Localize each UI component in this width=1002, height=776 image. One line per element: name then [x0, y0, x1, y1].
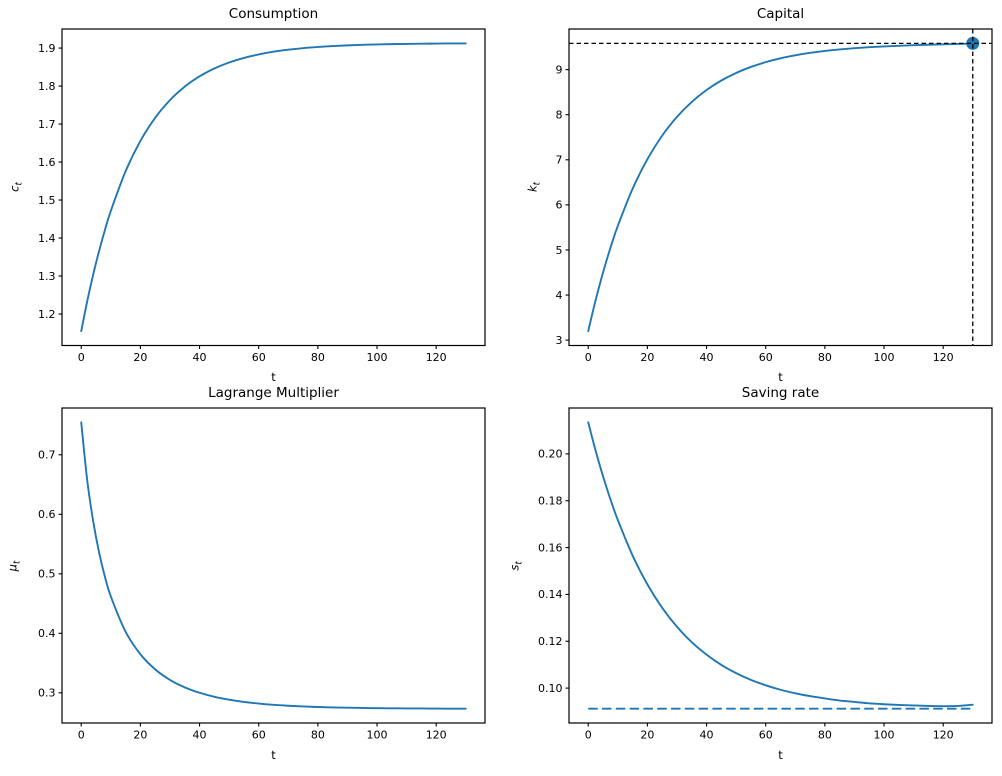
saving-rate-y-ticks: 0.10 0.12 0.14 0.16 0.18 0.20: [538, 448, 569, 695]
consumption-y-tick-label: 1.6: [38, 156, 56, 169]
capital-y-tick-label: 6: [556, 199, 563, 212]
lagrange-multiplier-y-tick-label: 0.3: [38, 687, 56, 700]
consumption-x-tick-label: 100: [367, 351, 388, 364]
capital-y-tick-label: 4: [556, 289, 563, 302]
saving-rate-x-tick-label: 40: [700, 729, 714, 742]
saving-rate-y-tick-label: 0.20: [538, 448, 563, 461]
capital-x-tick-label: 40: [700, 351, 714, 364]
lagrange-multiplier-x-tick-label: 80: [311, 729, 325, 742]
saving-rate-y-tick-label: 0.14: [538, 588, 563, 601]
lagrange-multiplier-x-tick-label: 120: [426, 729, 447, 742]
consumption-series-line: [80, 42, 467, 333]
saving-rate-x-tick-label: 0: [585, 729, 592, 742]
consumption-axes-frame: [61, 28, 486, 347]
lagrange-multiplier-y-tick-label: 0.7: [38, 449, 56, 462]
saving-rate-x-tick-label: 120: [933, 729, 954, 742]
consumption-x-tick-label: 20: [133, 351, 147, 364]
capital-series-line: [587, 42, 974, 333]
capital-axes-frame: [568, 28, 993, 347]
saving-rate-x-axis-label: t: [778, 747, 783, 762]
lagrange-multiplier-title: Lagrange Multiplier: [208, 385, 339, 401]
consumption-x-tick-label: 40: [193, 351, 207, 364]
lagrange-multiplier-y-ticks: 0.3 0.4 0.5 0.6 0.7: [38, 449, 62, 700]
capital-x-tick-label: 120: [933, 351, 954, 364]
saving-rate-series-line: [587, 421, 974, 708]
capital-y-tick-label: 9: [556, 63, 563, 76]
capital-x-tick-label: 60: [759, 351, 773, 364]
capital-y-tick-label: 7: [556, 154, 563, 167]
saving-rate-y-tick-label: 0.16: [538, 541, 563, 554]
lagrange-multiplier-y-tick-label: 0.5: [38, 568, 56, 581]
saving-rate-x-tick-label: 80: [818, 729, 832, 742]
consumption-x-tick-label: 80: [311, 351, 325, 364]
capital-x-axis-label: t: [778, 370, 783, 384]
capital-x-tick-label: 100: [874, 351, 895, 364]
capital-x-ticks: 0 20 40 60 80 100 120: [585, 345, 954, 364]
lagrange-multiplier-x-tick-label: 60: [252, 729, 266, 742]
consumption-y-tick-label: 1.2: [38, 308, 56, 321]
capital-x-tick-label: 0: [585, 351, 592, 364]
capital-title: Capital: [756, 6, 805, 22]
capital-x-tick-label: 80: [818, 351, 832, 364]
lagrange-multiplier-y-tick-label: 0.6: [38, 508, 56, 521]
saving-rate-y-tick-label: 0.18: [538, 495, 563, 508]
lagrange-multiplier-series-line: [80, 421, 467, 710]
saving-rate-y-tick-label: 0.12: [538, 635, 563, 648]
lagrange-multiplier-x-ticks: 0 20 40 60 80 100 120: [78, 723, 447, 742]
consumption-x-tick-label: 0: [78, 351, 85, 364]
capital-steady-state-marker: [966, 36, 980, 50]
lagrange-multiplier-x-tick-label: 0: [78, 729, 85, 742]
saving-rate-x-tick-label: 20: [640, 729, 654, 742]
saving-rate-x-tick-label: 100: [874, 729, 895, 742]
lagrange-multiplier-y-tick-label: 0.4: [38, 627, 56, 640]
consumption-title: Consumption: [228, 6, 319, 22]
saving-rate-x-ticks: 0 20 40 60 80 100 120: [585, 723, 954, 742]
saving-rate-axes-frame: [568, 407, 993, 724]
capital-y-tick-label: 8: [556, 109, 563, 122]
consumption-x-axis-label: t: [271, 370, 276, 384]
lagrange-multiplier-x-tick-label: 100: [367, 729, 388, 742]
consumption-x-tick-label: 120: [426, 351, 447, 364]
consumption-y-tick-label: 1.4: [38, 232, 56, 245]
lagrange-multiplier-x-tick-label: 20: [133, 729, 147, 742]
saving-rate-x-tick-label: 60: [759, 729, 773, 742]
consumption-y-tick-label: 1.3: [38, 270, 56, 283]
consumption-y-tick-label: 1.9: [38, 42, 56, 55]
capital-y-tick-label: 3: [556, 334, 563, 347]
saving-rate-y-tick-label: 0.10: [538, 682, 563, 695]
lagrange-multiplier-x-tick-label: 40: [193, 729, 207, 742]
consumption-y-ticks: 1.2 1.3 1.4 1.5 1.6 1.7 1.8 1.9: [38, 42, 62, 321]
capital-y-ticks: 3 4 5 6 7 8 9: [556, 63, 569, 347]
consumption-y-tick-label: 1.5: [38, 194, 56, 207]
saving-rate-title: Saving rate: [741, 385, 820, 401]
capital-x-tick-label: 20: [640, 351, 654, 364]
lagrange-multiplier-axes-frame: [61, 407, 486, 724]
consumption-x-tick-label: 60: [252, 351, 266, 364]
consumption-y-tick-label: 1.8: [38, 80, 56, 93]
capital-y-tick-label: 5: [556, 244, 563, 257]
lagrange-multiplier-x-axis-label: t: [271, 747, 276, 762]
consumption-y-tick-label: 1.7: [38, 118, 56, 131]
